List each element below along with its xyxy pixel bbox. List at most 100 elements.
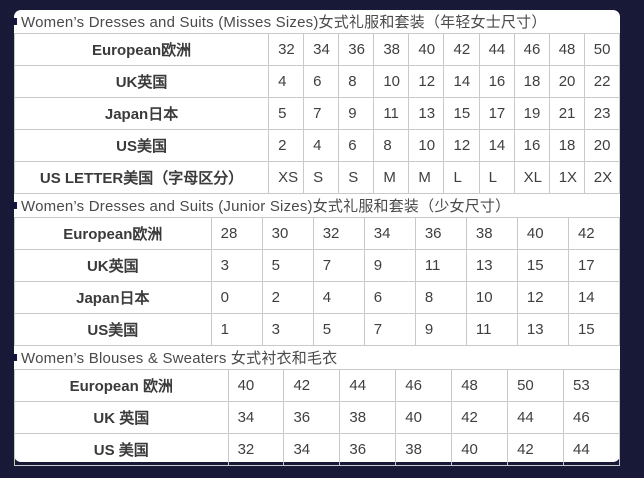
section-header: Women’s Dresses and Suits (Junior Sizes)…	[10, 194, 620, 217]
size-value-cell: 42	[283, 369, 341, 402]
size-value-cell: 9	[363, 249, 416, 282]
size-chart-section: Women’s Dresses and Suits (Junior Sizes)…	[10, 194, 621, 346]
row-label-cell: US美国	[13, 129, 270, 162]
size-value-cell: 15	[443, 97, 480, 130]
size-value-cell: 40	[408, 33, 445, 66]
size-value-cell: M	[408, 161, 445, 194]
row-label-cell: European 欧洲	[14, 369, 229, 402]
section-title: Women’s Dresses and Suits (Junior Sizes)…	[21, 198, 511, 215]
size-value-cell: 1	[210, 313, 263, 346]
size-value-cell: 14	[478, 129, 515, 162]
row-label-cell: European欧洲	[14, 217, 212, 250]
size-value-cell: 11	[414, 249, 467, 282]
row-label-cell: Japan日本	[13, 97, 270, 130]
size-value-cell: 3	[261, 313, 314, 346]
size-value-cell: 5	[312, 313, 365, 346]
size-value-cell: 13	[408, 97, 445, 130]
size-value-cell: 46	[563, 401, 620, 434]
size-value-cell: 46	[513, 33, 550, 66]
section-title: Women’s Blouses & Sweaters 女式衬衣和毛衣	[21, 350, 338, 367]
size-value-cell: 40	[451, 433, 509, 466]
table-row: European欧洲 32 34 36 38 40 42 44 46 48 50	[13, 33, 621, 66]
size-value-cell: 4	[268, 65, 305, 98]
size-value-cell: 10	[373, 65, 410, 98]
size-value-cell: 36	[414, 217, 467, 250]
size-value-cell: 36	[339, 433, 397, 466]
table-row: European 欧洲 40 42 44 46 48 50 53	[14, 369, 620, 402]
table-row: UK英国 4 6 8 10 12 14 16 18 20 22	[13, 65, 621, 98]
size-value-cell: 42	[451, 401, 509, 434]
size-value-cell: 5	[261, 249, 314, 282]
table-row: US美国 2 4 6 8 10 12 14 16 18 20	[13, 129, 621, 162]
size-value-cell: 40	[227, 369, 285, 402]
size-value-cell: 40	[395, 401, 453, 434]
size-value-cell: 32	[227, 433, 285, 466]
table-row: US LETTER美国（字母区分） XS S S M M L L XL 1X 2X	[13, 161, 621, 194]
size-value-cell: 38	[339, 401, 397, 434]
size-value-cell: 42	[567, 217, 621, 250]
size-value-cell: 42	[507, 433, 564, 466]
size-value-cell: 34	[227, 401, 285, 434]
size-value-cell: XL	[513, 161, 550, 194]
size-value-cell: 42	[443, 33, 480, 66]
section-header: Women’s Blouses & Sweaters 女式衬衣和毛衣	[10, 346, 620, 369]
size-value-cell: 32	[312, 217, 365, 250]
content-panel: Women’s Dresses and Suits (Misses Sizes)…	[10, 10, 621, 466]
size-value-cell: 34	[283, 433, 341, 466]
bullet-square-icon	[10, 18, 17, 25]
size-value-cell: S	[338, 161, 375, 194]
size-value-cell: 50	[507, 369, 564, 402]
size-value-cell: 34	[363, 217, 416, 250]
size-chart-section: Women’s Blouses & Sweaters 女式衬衣和毛衣 Europe…	[10, 346, 620, 466]
size-value-cell: L	[478, 161, 515, 194]
table-row: UK英国 3 5 7 9 11 13 15 17	[14, 249, 621, 282]
size-value-cell: 14	[567, 281, 621, 314]
size-value-cell: 6	[303, 65, 340, 98]
size-value-cell: 21	[548, 97, 585, 130]
size-value-cell: 38	[373, 33, 410, 66]
size-conversion-table: European欧洲 28 30 32 34 36 38 40 42 UK英国 3 5 7 9 11 13 15…	[14, 217, 621, 346]
bullet-square-icon	[10, 202, 17, 209]
size-value-cell: 15	[567, 313, 621, 346]
size-value-cell: 17	[478, 97, 515, 130]
size-value-cell: 0	[210, 281, 263, 314]
size-value-cell: 12	[516, 281, 569, 314]
row-label-cell: US美国	[14, 313, 212, 346]
size-conversion-table: European欧洲 32 34 36 38 40 42 44 46 48 50 UK英国 4 6 8 10 1…	[13, 33, 621, 194]
size-value-cell: 40	[516, 217, 569, 250]
size-value-cell: 14	[443, 65, 480, 98]
table-row: UK 英国 34 36 38 40 42 44 46	[14, 401, 620, 434]
bullet-square-icon	[10, 354, 17, 361]
row-label-cell: US LETTER美国（字母区分）	[13, 161, 270, 194]
size-value-cell: 6	[338, 129, 375, 162]
section-title: Women’s Dresses and Suits (Misses Sizes)…	[21, 14, 547, 31]
size-value-cell: 19	[513, 97, 550, 130]
size-value-cell: 20	[583, 129, 621, 162]
table-row: European欧洲 28 30 32 34 36 38 40 42	[14, 217, 621, 250]
size-value-cell: 18	[548, 129, 585, 162]
size-value-cell: 2	[261, 281, 314, 314]
size-conversion-table: European 欧洲 40 42 44 46 48 50 53 UK 英国 34 36 38 40 42…	[14, 369, 620, 466]
size-value-cell: 36	[338, 33, 375, 66]
size-value-cell: 11	[465, 313, 518, 346]
row-label-cell: European欧洲	[13, 33, 270, 66]
size-chart-section: Women’s Dresses and Suits (Misses Sizes)…	[10, 10, 621, 194]
size-value-cell: 13	[465, 249, 518, 282]
size-value-cell: 50	[583, 33, 621, 66]
size-value-cell: 34	[303, 33, 340, 66]
size-value-cell: L	[443, 161, 480, 194]
size-value-cell: 36	[283, 401, 341, 434]
size-value-cell: 2	[268, 129, 305, 162]
size-value-cell: 10	[408, 129, 445, 162]
size-value-cell: S	[303, 161, 340, 194]
size-value-cell: 23	[583, 97, 621, 130]
size-value-cell: 7	[303, 97, 340, 130]
table-row: Japan日本 0 2 4 6 8 10 12 14	[14, 281, 621, 314]
row-label-cell: Japan日本	[14, 281, 212, 314]
size-value-cell: 44	[478, 33, 515, 66]
row-label-cell: UK英国	[14, 249, 212, 282]
size-value-cell: 3	[210, 249, 263, 282]
size-value-cell: 8	[338, 65, 375, 98]
size-value-cell: 9	[338, 97, 375, 130]
